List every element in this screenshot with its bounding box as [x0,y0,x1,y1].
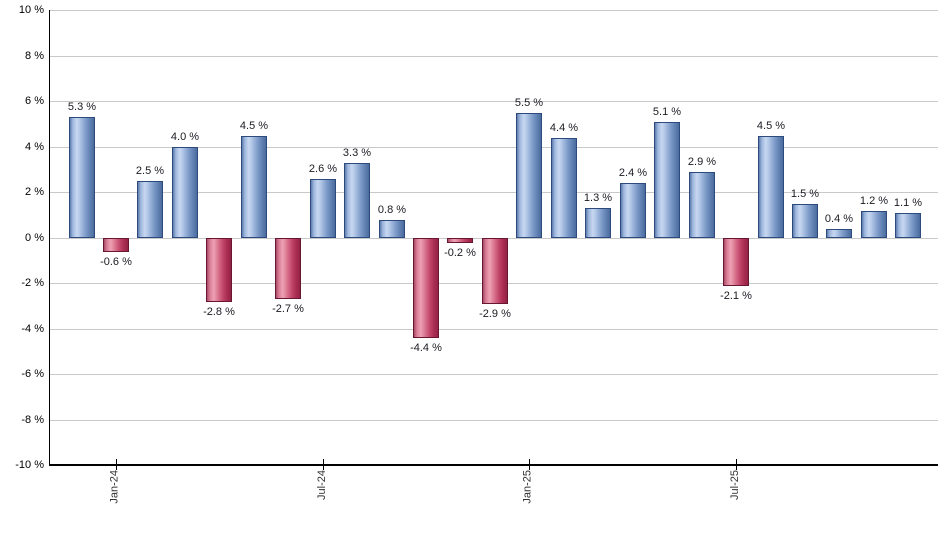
x-axis-tick [323,459,324,470]
bar-value-label: 2.5 % [135,165,165,177]
y-axis-label: -6 % [21,368,44,380]
bar-value-label: 2.9 % [687,156,717,168]
bar-value-label: 5.5 % [514,97,544,109]
bar [241,136,267,238]
bar [861,211,887,238]
bar [103,238,129,252]
bar [413,238,439,338]
bar-value-label: -0.6 % [100,256,132,268]
gridline [49,329,938,330]
bar [379,220,405,238]
y-axis-label: 0 % [25,232,44,244]
bar [723,238,749,286]
gridline [49,374,938,375]
bar [689,172,715,238]
bar-value-label: 0.8 % [377,204,407,216]
bar [275,238,301,299]
gridline [49,420,938,421]
bar-value-label: -2.9 % [479,308,511,320]
gridline [49,10,938,11]
bar [482,238,508,304]
x-axis-tick [736,459,737,470]
bar [447,238,473,243]
y-axis-label: -8 % [21,414,44,426]
bar-value-label: 1.3 % [583,192,613,204]
y-axis-line [49,10,50,466]
bar-value-label: -4.4 % [410,342,442,354]
gridline [49,192,938,193]
bar-value-label: -2.1 % [720,290,752,302]
bar-value-label: -2.7 % [272,303,304,315]
x-axis-label-text: Jan-24 [109,470,121,504]
bar-value-label: 5.3 % [67,101,97,113]
bar-value-label: 5.1 % [652,106,682,118]
bar [792,204,818,238]
bar-value-label: 0.4 % [824,213,854,225]
bar [69,117,95,238]
bar [895,213,921,238]
bar [620,183,646,238]
y-axis-label: 2 % [25,186,44,198]
gridline [49,147,938,148]
y-axis-label: 8 % [25,50,44,62]
y-axis-label: 10 % [18,4,44,16]
x-axis-label-text: Jul-24 [316,470,328,500]
bar [516,113,542,238]
bar [310,179,336,238]
y-axis-label: 4 % [25,141,44,153]
bar [206,238,232,302]
bar [344,163,370,238]
x-axis-label-text: Jul-25 [729,470,741,500]
y-axis-label: -4 % [21,323,44,335]
bar [654,122,680,238]
x-axis-label-text: Jan-25 [522,470,534,504]
bar [137,181,163,238]
y-axis-label: -2 % [21,277,44,289]
bar-value-label: 2.6 % [308,163,338,175]
bar [551,138,577,238]
bar [826,229,852,238]
bar-value-label: 1.1 % [893,197,923,209]
x-axis-line [49,464,938,466]
bar-value-label: 4.5 % [756,120,786,132]
bar [758,136,784,238]
bar-value-label: 1.2 % [859,195,889,207]
x-axis-tick [116,459,117,470]
bar-value-label: -2.8 % [203,306,235,318]
bar [172,147,198,238]
x-axis-tick [529,459,530,470]
bar-value-label: 3.3 % [342,147,372,159]
bar [585,208,611,238]
y-axis-label: 6 % [25,95,44,107]
gridline [49,101,938,102]
bar-value-label: 4.0 % [170,131,200,143]
bar-value-label: 1.5 % [790,188,820,200]
gridline [49,56,938,57]
y-axis-label: -10 % [15,459,44,471]
bar-value-label: 2.4 % [618,167,648,179]
bar-value-label: -0.2 % [444,247,476,259]
bar-value-label: 4.4 % [549,122,579,134]
bar-value-label: 4.5 % [239,120,269,132]
